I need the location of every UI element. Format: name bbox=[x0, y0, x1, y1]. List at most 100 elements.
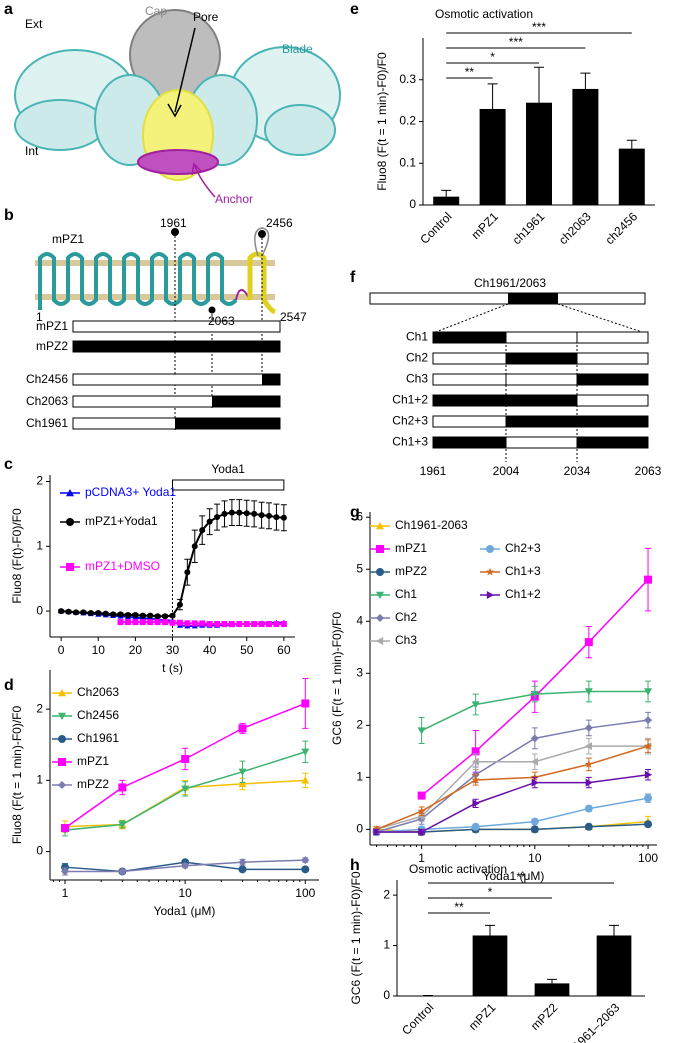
data-point bbox=[124, 611, 131, 618]
data-point bbox=[417, 791, 426, 800]
y-tick-label: 0 bbox=[36, 844, 43, 858]
y-tick-label: 0.3 bbox=[399, 72, 416, 86]
data-point bbox=[184, 569, 191, 576]
series-line bbox=[376, 745, 649, 831]
construct-segment bbox=[505, 394, 578, 407]
legend-marker bbox=[376, 591, 384, 599]
error-bar bbox=[580, 72, 591, 89]
significance-label: * bbox=[490, 50, 495, 64]
data-point bbox=[471, 822, 480, 831]
construct-label: Ch1 bbox=[406, 330, 428, 344]
data-point bbox=[417, 806, 426, 815]
data-point bbox=[644, 820, 653, 829]
legend-label: Ch1961 bbox=[77, 731, 119, 745]
data-point bbox=[584, 638, 593, 647]
data-point bbox=[181, 861, 190, 870]
boundary-label: 1961 bbox=[420, 464, 447, 478]
x-tick-label: 40 bbox=[203, 643, 217, 657]
x-tick-label: 10 bbox=[92, 643, 106, 657]
significance-label: *** bbox=[532, 20, 546, 34]
legend-marker bbox=[376, 568, 384, 576]
legend-marker bbox=[376, 545, 384, 553]
legend-marker bbox=[66, 489, 74, 497]
data-point bbox=[181, 754, 190, 763]
data-point bbox=[258, 621, 265, 628]
data-point bbox=[102, 610, 109, 617]
data-point bbox=[472, 799, 480, 808]
series-line bbox=[376, 719, 649, 833]
error-bar bbox=[485, 924, 495, 936]
construct-segment bbox=[432, 436, 507, 449]
construct-segment bbox=[505, 373, 578, 386]
data-point bbox=[58, 608, 65, 615]
series-line bbox=[376, 797, 649, 833]
site-label: 1 bbox=[36, 310, 43, 324]
data-point bbox=[228, 509, 235, 516]
x-tick-label: 0 bbox=[58, 643, 65, 657]
data-point bbox=[61, 863, 70, 872]
y-tick-label: 2 bbox=[36, 701, 43, 715]
boundary-label: 2034 bbox=[564, 464, 591, 478]
data-point bbox=[80, 609, 87, 616]
y-tick-label: 2 bbox=[383, 887, 390, 901]
data-point bbox=[418, 827, 426, 836]
panel-letter: c bbox=[4, 456, 13, 473]
data-point bbox=[236, 621, 243, 628]
y-tick-label: 1 bbox=[36, 773, 43, 787]
x-tick-label: mPZ1 bbox=[468, 209, 501, 242]
construct-label: Ch2456 bbox=[26, 372, 68, 386]
y-tick-label: 0 bbox=[383, 988, 390, 1002]
data-point bbox=[251, 510, 258, 517]
significance-label: ** bbox=[454, 900, 464, 914]
y-tick-label: 0 bbox=[36, 603, 43, 617]
construct-label: Ch2 bbox=[406, 351, 428, 365]
data-point bbox=[176, 601, 183, 608]
chimera-overview bbox=[369, 292, 646, 462]
construct-segment bbox=[432, 373, 507, 386]
y-tick-label: 1 bbox=[383, 938, 390, 952]
legend-marker bbox=[376, 637, 384, 645]
error-bar bbox=[534, 66, 544, 103]
data-point bbox=[191, 543, 198, 550]
data-point bbox=[644, 575, 653, 584]
construct-label: Ch2063 bbox=[26, 394, 68, 408]
data-point bbox=[147, 619, 154, 626]
stimulus-bar bbox=[172, 479, 285, 491]
error-bar bbox=[609, 924, 619, 936]
y-tick-label: 2 bbox=[36, 474, 43, 488]
data-point bbox=[243, 510, 250, 517]
x-tick-label: Ch1961–2063 bbox=[559, 1000, 622, 1043]
y-tick-label: 5 bbox=[356, 561, 363, 575]
x-tick-label: 100 bbox=[638, 851, 658, 865]
data-point bbox=[238, 779, 247, 788]
data-point bbox=[238, 724, 247, 733]
y-tick-label: 1 bbox=[356, 770, 363, 784]
topology-diagram bbox=[35, 227, 281, 430]
legend-marker bbox=[66, 563, 74, 571]
legend-label: Ch1+2 bbox=[505, 587, 541, 601]
data-point bbox=[584, 688, 593, 696]
construct-segment bbox=[432, 331, 507, 344]
data-point bbox=[72, 609, 79, 616]
structure-label: Ext bbox=[25, 17, 43, 31]
bar bbox=[572, 88, 599, 205]
data-point bbox=[191, 620, 198, 627]
legend-marker bbox=[58, 712, 66, 720]
site-label: 2456 bbox=[266, 216, 293, 230]
legend-label: mPZ1+DMSO bbox=[85, 559, 160, 573]
significance-label: ** bbox=[465, 65, 475, 79]
data-point bbox=[530, 757, 539, 766]
data-point bbox=[273, 514, 280, 521]
structure-label: Cap bbox=[145, 4, 167, 18]
data-point bbox=[238, 865, 247, 874]
site-label: 2547 bbox=[280, 310, 307, 324]
construct-label: Ch1+2 bbox=[392, 393, 428, 407]
y-tick-label: 6 bbox=[356, 509, 363, 523]
y-tick-label: 0.1 bbox=[399, 155, 416, 169]
data-point bbox=[530, 817, 539, 826]
data-point bbox=[95, 610, 102, 617]
x-tick-label: Control bbox=[399, 1000, 436, 1037]
data-point bbox=[154, 619, 161, 626]
data-point bbox=[273, 621, 280, 628]
